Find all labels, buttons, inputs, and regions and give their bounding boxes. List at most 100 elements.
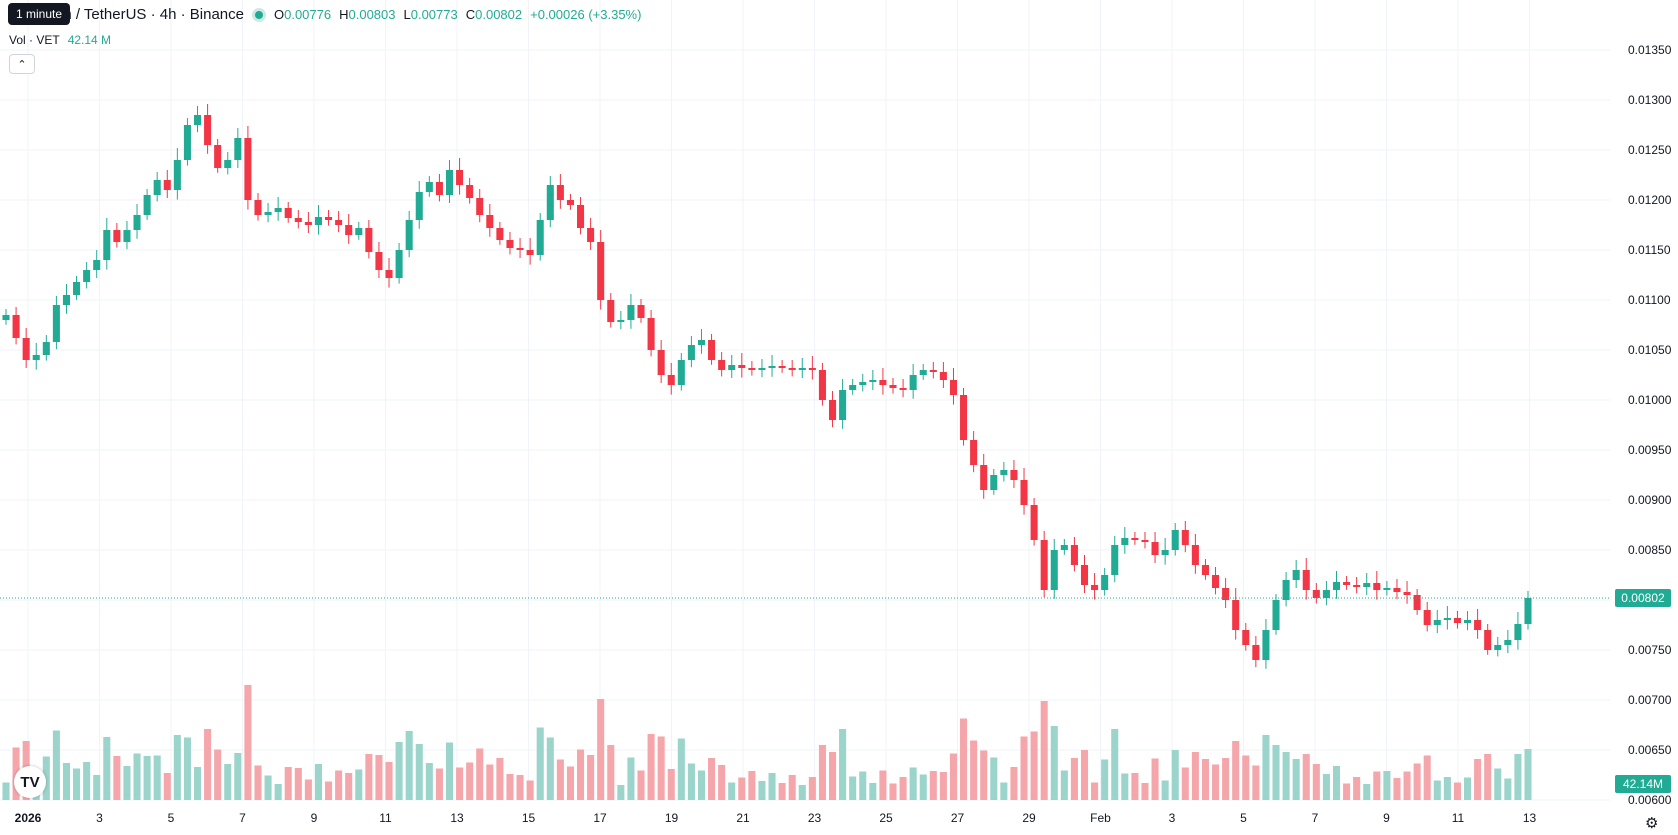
candle-body xyxy=(889,385,897,388)
volume-bar xyxy=(335,770,343,800)
candle-body xyxy=(2,315,10,320)
collapse-legend-button[interactable]: ⌃ xyxy=(9,54,35,74)
volume-bar xyxy=(617,785,625,800)
x-tick-label: 25 xyxy=(879,811,893,825)
candle-body xyxy=(980,465,988,490)
volume-bar xyxy=(1050,726,1058,800)
candle-body xyxy=(1353,585,1361,587)
candle-body xyxy=(83,270,91,282)
candle-body xyxy=(949,380,957,395)
volume-bar xyxy=(163,773,171,800)
candle-body xyxy=(435,182,443,195)
candle-body xyxy=(1302,570,1310,590)
candle-body xyxy=(758,368,766,370)
volume-bar xyxy=(1413,763,1421,800)
y-tick-label: 0.00600 xyxy=(1628,793,1672,807)
candle-body xyxy=(1121,538,1129,545)
volume-bar xyxy=(42,756,50,800)
high-value: 0.00803 xyxy=(348,7,396,22)
symbol-title[interactable]: in / TetherUS · 4h · Binance xyxy=(60,6,244,23)
candle-body xyxy=(587,228,595,242)
volume-bar xyxy=(244,685,252,800)
candle-body xyxy=(1181,530,1189,545)
candle-body xyxy=(153,180,161,195)
candle-body xyxy=(778,366,786,368)
price-axis[interactable]: 0.01350 0.01300 0.01250 0.01200 0.01150 0.011… xyxy=(1628,43,1672,807)
chart-grid xyxy=(0,0,1610,801)
candle-body xyxy=(738,365,746,368)
candle-body xyxy=(193,115,202,125)
volume-bar xyxy=(1282,752,1290,800)
candle-body xyxy=(1111,545,1119,575)
y-tick-label: 0.01050 xyxy=(1628,343,1672,357)
volume-bar xyxy=(627,757,635,800)
last-price-tag: 0.00802 xyxy=(1615,589,1671,607)
volume-bar xyxy=(687,763,695,800)
candle-body xyxy=(506,240,514,248)
candle-body xyxy=(1312,590,1320,598)
volume-bar xyxy=(456,767,464,800)
candle-body xyxy=(93,260,101,270)
volume-bar xyxy=(879,770,887,800)
volume-bar xyxy=(496,758,504,800)
volume-bar xyxy=(738,777,746,800)
x-tick-label: 27 xyxy=(951,811,965,825)
volume-bar xyxy=(526,780,534,800)
volume-bar xyxy=(697,770,706,800)
candle-body xyxy=(1252,645,1260,660)
candle-body xyxy=(556,185,564,200)
candle-body xyxy=(990,475,998,490)
volume-bar xyxy=(1353,777,1361,800)
candle-body xyxy=(304,222,312,225)
volume-bar xyxy=(960,718,968,800)
candle-body xyxy=(919,370,927,375)
volume-bar xyxy=(1474,759,1482,800)
volume-bar xyxy=(274,784,282,800)
volume-legend[interactable]: Vol · VET 42.14 M xyxy=(9,33,111,47)
candle-body xyxy=(1484,630,1492,650)
volume-bar xyxy=(1121,773,1129,800)
gear-icon[interactable]: ⚙ xyxy=(1645,815,1659,832)
time-axis[interactable]: 2026 3 5 7 9 11 13 15 17 19 21 23 25 27 29 Feb 3 5 7 9 11 13 xyxy=(15,811,1537,825)
market-status-icon[interactable] xyxy=(251,7,266,22)
low-value: 0.00773 xyxy=(410,7,458,22)
volume-bar xyxy=(113,756,121,800)
volume-bar xyxy=(73,768,81,800)
candle-body xyxy=(566,200,574,205)
candle-body xyxy=(859,382,867,385)
volume-bar xyxy=(1191,752,1199,800)
candle-body xyxy=(325,217,333,220)
volume-bar xyxy=(859,771,867,800)
volume-bar xyxy=(889,783,897,800)
volume-bar xyxy=(2,782,10,800)
volume-bar xyxy=(476,748,484,800)
candle-body xyxy=(395,250,403,278)
candle-body xyxy=(1080,565,1089,585)
volume-bar xyxy=(728,782,736,800)
candle-body xyxy=(476,198,484,215)
candle-body xyxy=(1191,545,1199,565)
volume-bar xyxy=(1363,784,1371,800)
candle-body xyxy=(415,192,423,220)
low-label: L xyxy=(403,7,411,22)
candle-body xyxy=(335,220,343,225)
volume-bar xyxy=(1292,759,1300,800)
candle-body xyxy=(657,350,665,375)
candle-body xyxy=(355,228,363,235)
volume-bar xyxy=(1020,736,1028,800)
volume-bar xyxy=(405,731,413,800)
x-tick-label: 5 xyxy=(168,811,175,825)
volume-bar xyxy=(385,762,393,800)
candle-body xyxy=(1383,588,1391,590)
x-tick-label: 3 xyxy=(1169,811,1176,825)
volume-bar xyxy=(365,754,373,800)
volume-bar xyxy=(1514,754,1522,800)
candle-body xyxy=(1463,620,1472,623)
candle-body xyxy=(62,295,71,305)
volume-bar xyxy=(577,749,585,800)
tradingview-logo-icon[interactable]: TV xyxy=(14,766,46,798)
volume-bar xyxy=(1302,754,1310,800)
symbol-legend[interactable]: in / TetherUS · 4h · Binance O0.00776 H0… xyxy=(8,6,641,23)
candle-body xyxy=(849,385,857,390)
